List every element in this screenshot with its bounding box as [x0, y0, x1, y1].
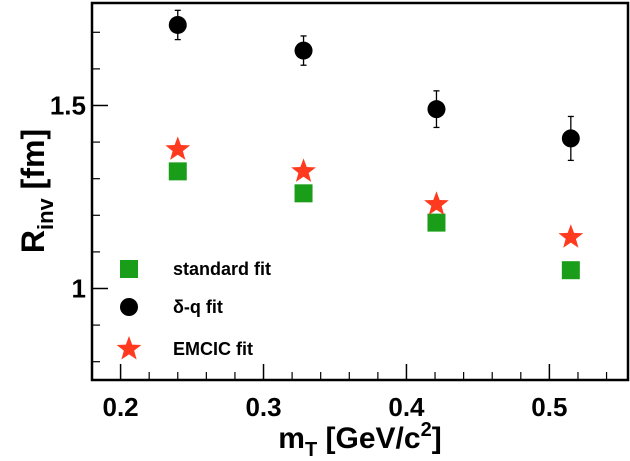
data-point-star [558, 224, 584, 248]
legend-label: standard fit [173, 259, 271, 279]
data-point-circle [561, 129, 580, 148]
data-point-circle [168, 15, 187, 34]
x-axis-title: mT [GeV/c2] [278, 419, 441, 461]
x-axis-title-rest: [GeV/c [317, 422, 420, 455]
data-point-circle [427, 100, 446, 119]
legend-marker-square [120, 260, 138, 278]
y-axis-title-main: R [15, 230, 51, 253]
x-axis-title-close: ] [432, 422, 442, 455]
y-tick-label: 1 [72, 273, 86, 303]
x-tick-label: 0.3 [245, 392, 281, 422]
plot-frame [90, 1, 630, 382]
legend-marker-star [116, 336, 142, 360]
data-point-star [165, 136, 191, 160]
x-tick-label: 0.5 [531, 392, 567, 422]
legend: standard fit δ-q fit EMCIC fit [116, 259, 271, 360]
x-axis-title-main: m [278, 422, 305, 455]
y-tick-label: 1.5 [50, 90, 86, 120]
data-point-square [561, 261, 580, 280]
y-axis-title-rest: [fm] [15, 129, 51, 198]
data-point-star [424, 191, 449, 215]
data-point-star [291, 158, 316, 182]
legend-label: δ-q fit [173, 297, 223, 317]
y-axis-title: Rinv [fm] [15, 129, 58, 253]
data-point-square [427, 213, 446, 232]
axis-titles: mT [GeV/c2] Rinv [fm] [15, 129, 442, 461]
data-point-square [168, 162, 187, 181]
x-tick-label: 0.2 [103, 392, 139, 422]
legend-label: EMCIC fit [173, 339, 253, 359]
legend-marker-circle [120, 298, 138, 316]
x-tick-label: 0.4 [388, 392, 425, 422]
data-point-circle [294, 41, 313, 60]
axes: 0.2 0.3 0.4 0.5 1 1.5 [50, 1, 630, 422]
data-marks [165, 9, 584, 280]
x-axis-title-sup: 2 [421, 419, 432, 441]
data-point-square [294, 184, 313, 203]
y-axis-title-sub: inv [33, 197, 58, 230]
x-axis-title-sub: T [305, 439, 317, 461]
